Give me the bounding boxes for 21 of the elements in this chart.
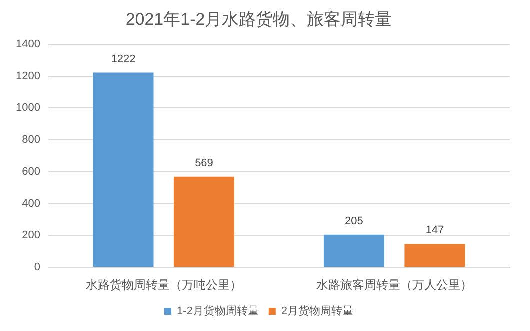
y-tick-label: 600 bbox=[22, 166, 40, 178]
x-tick-label: 水路货物周转量（万吨公里） bbox=[86, 278, 242, 292]
data-label: 147 bbox=[426, 224, 444, 237]
y-tick-label: 200 bbox=[22, 230, 40, 242]
y-tick-label: 1200 bbox=[16, 70, 40, 82]
legend-label: 2月货物周转量 bbox=[281, 306, 354, 318]
data-label: 1222 bbox=[111, 53, 136, 66]
y-tick-label: 1000 bbox=[16, 102, 40, 114]
data-label: 205 bbox=[345, 215, 364, 228]
y-tick-label: 400 bbox=[22, 198, 40, 210]
y-tick-label: 800 bbox=[22, 134, 40, 146]
chart-title: 2021年1-2月水路货物、旅客周转量 bbox=[126, 10, 392, 29]
bar bbox=[404, 244, 466, 268]
bar bbox=[174, 176, 235, 268]
legend-label: 1-2月货物周转量 bbox=[176, 306, 259, 318]
data-label: 569 bbox=[195, 157, 214, 170]
y-tick-label: 1400 bbox=[16, 38, 40, 50]
bar bbox=[324, 234, 385, 268]
y-tick-label: 0 bbox=[34, 262, 40, 274]
bar bbox=[93, 72, 154, 268]
x-tick-label: 水路旅客周转量（万人公里） bbox=[316, 278, 473, 292]
